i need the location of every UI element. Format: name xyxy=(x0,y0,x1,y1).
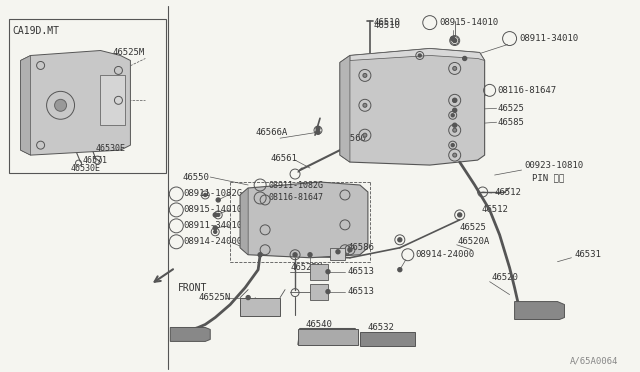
Circle shape xyxy=(463,57,467,61)
Text: 46520: 46520 xyxy=(492,273,518,282)
Text: 46510: 46510 xyxy=(374,18,401,27)
Circle shape xyxy=(293,253,297,257)
Circle shape xyxy=(363,103,367,107)
Text: 46561: 46561 xyxy=(270,154,297,163)
Polygon shape xyxy=(170,327,210,341)
Circle shape xyxy=(451,144,454,147)
Text: 08116-81647: 08116-81647 xyxy=(498,86,557,95)
Bar xyxy=(100,76,125,125)
Polygon shape xyxy=(515,302,564,320)
Circle shape xyxy=(452,108,457,112)
Text: 46530E: 46530E xyxy=(95,144,125,153)
Circle shape xyxy=(452,67,457,70)
Circle shape xyxy=(308,253,312,257)
Polygon shape xyxy=(340,55,350,162)
Polygon shape xyxy=(340,48,484,165)
Polygon shape xyxy=(350,48,484,61)
Circle shape xyxy=(213,213,217,217)
Bar xyxy=(9,19,166,173)
Bar xyxy=(298,330,358,346)
Text: 46525: 46525 xyxy=(498,104,525,113)
Circle shape xyxy=(326,270,330,274)
Text: 46531: 46531 xyxy=(575,250,602,259)
Text: 46532: 46532 xyxy=(368,323,395,332)
Text: 46520A: 46520A xyxy=(458,237,490,246)
Bar xyxy=(330,248,345,260)
Circle shape xyxy=(453,39,456,42)
Circle shape xyxy=(214,230,217,233)
Circle shape xyxy=(451,36,454,41)
Circle shape xyxy=(452,39,457,42)
Polygon shape xyxy=(240,188,248,255)
Circle shape xyxy=(452,153,457,157)
Bar xyxy=(310,283,328,299)
Circle shape xyxy=(54,99,67,111)
Circle shape xyxy=(363,73,367,77)
Text: 46525M: 46525M xyxy=(113,48,145,57)
Text: 46586: 46586 xyxy=(348,243,375,252)
Text: 46525: 46525 xyxy=(460,223,486,232)
Circle shape xyxy=(452,128,457,132)
Circle shape xyxy=(316,130,320,134)
Circle shape xyxy=(217,214,220,217)
Text: 08911-1082G: 08911-1082G xyxy=(268,180,323,189)
Circle shape xyxy=(246,296,250,299)
Polygon shape xyxy=(20,51,131,155)
Circle shape xyxy=(452,123,457,127)
Text: A/65A0064: A/65A0064 xyxy=(570,357,618,366)
Text: 08915-14010: 08915-14010 xyxy=(183,205,243,214)
Circle shape xyxy=(204,193,207,196)
Text: 46560: 46560 xyxy=(340,134,367,143)
Text: 08914-24000: 08914-24000 xyxy=(416,250,475,259)
Text: 46525N: 46525N xyxy=(198,293,230,302)
Circle shape xyxy=(398,268,402,272)
Text: 46585: 46585 xyxy=(498,118,525,127)
Text: 46525N: 46525N xyxy=(290,263,323,272)
Circle shape xyxy=(363,133,367,137)
Text: 46526: 46526 xyxy=(250,305,277,314)
Text: 46510: 46510 xyxy=(374,21,401,30)
Text: 46566A: 46566A xyxy=(255,128,287,137)
Text: PIN ピン: PIN ピン xyxy=(532,173,564,183)
Text: 08911-1082G: 08911-1082G xyxy=(183,189,243,199)
Bar xyxy=(310,264,328,280)
Text: 46540: 46540 xyxy=(305,320,332,329)
Polygon shape xyxy=(20,55,31,155)
Text: 46512: 46512 xyxy=(482,205,509,214)
Text: 08911-34010: 08911-34010 xyxy=(183,221,243,230)
Polygon shape xyxy=(240,182,368,258)
Text: 46513: 46513 xyxy=(348,287,375,296)
Circle shape xyxy=(316,126,320,130)
Circle shape xyxy=(451,114,454,117)
Circle shape xyxy=(326,290,330,294)
Text: 08914-24000: 08914-24000 xyxy=(183,237,243,246)
Circle shape xyxy=(452,98,457,102)
Circle shape xyxy=(216,198,220,202)
Circle shape xyxy=(336,250,340,254)
Text: 08116-81647: 08116-81647 xyxy=(268,193,323,202)
Text: 08915-14010: 08915-14010 xyxy=(440,18,499,27)
Text: 46513: 46513 xyxy=(348,267,375,276)
Text: FRONT: FRONT xyxy=(179,283,208,293)
Circle shape xyxy=(452,98,457,102)
Circle shape xyxy=(213,226,217,230)
Text: 00923-10810: 00923-10810 xyxy=(525,161,584,170)
Text: 46550: 46550 xyxy=(182,173,209,182)
Text: 46530E: 46530E xyxy=(70,164,100,173)
Circle shape xyxy=(258,253,262,257)
Circle shape xyxy=(348,248,352,252)
Circle shape xyxy=(398,238,402,242)
Bar xyxy=(360,333,415,346)
Circle shape xyxy=(419,54,421,57)
Bar xyxy=(240,298,280,315)
Circle shape xyxy=(458,213,461,217)
Text: CA19D.MT: CA19D.MT xyxy=(13,26,60,36)
Text: 08911-34010: 08911-34010 xyxy=(520,34,579,43)
Text: 46571: 46571 xyxy=(83,155,108,164)
Text: 46512: 46512 xyxy=(495,189,522,198)
